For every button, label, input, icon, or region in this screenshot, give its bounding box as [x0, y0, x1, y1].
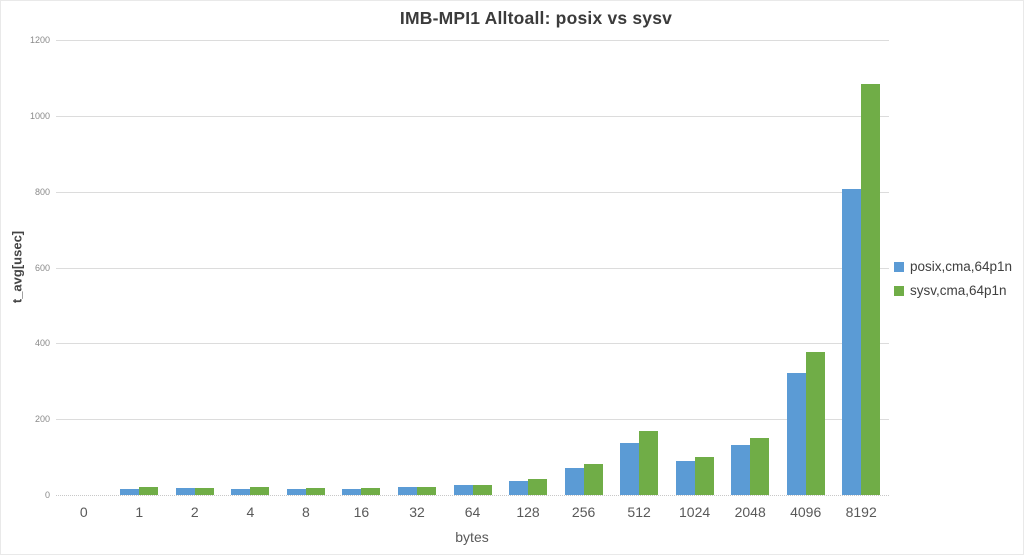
x-tick-label-0: 0 — [79, 504, 88, 520]
plot-area: 0 200 400 600 800 1000 1200 0 1 2 4 8 16 32 64 128 256 51… — [30, 35, 889, 520]
bar-posix-1024 — [675, 461, 695, 495]
legend-label-sysv: sysv,cma,64p1n — [910, 283, 1007, 298]
y-tick-label-400: 400 — [34, 338, 50, 349]
bar-posix-32 — [398, 487, 417, 495]
legend-swatch-posix-icon — [894, 261, 904, 272]
bar-posix-2048 — [731, 445, 751, 495]
x-tick-label-16: 16 — [353, 504, 370, 520]
x-tick-label-256: 256 — [571, 504, 596, 520]
x-tick-label-8: 8 — [301, 504, 310, 520]
gridline-400 — [56, 343, 889, 345]
y-tick-label-1200: 1200 — [29, 35, 50, 45]
x-tick-label-2048: 2048 — [734, 504, 766, 520]
gridline-1200 — [56, 40, 889, 41]
bar-sysv-256 — [583, 464, 603, 495]
bar-sysv-8192 — [861, 84, 881, 495]
bar-posix-2 — [175, 488, 195, 495]
x-tick-label-2: 2 — [190, 504, 199, 520]
legend-swatch-sysv-icon — [894, 285, 904, 296]
y-tick-label-0: 0 — [44, 490, 50, 500]
bar-sysv-128 — [528, 479, 547, 495]
bar-posix-8 — [286, 489, 306, 495]
bar-posix-512 — [620, 443, 640, 495]
bar-sysv-1 — [139, 487, 159, 495]
bar-sysv-16 — [361, 488, 381, 495]
bar-posix-4 — [231, 489, 251, 495]
bar-posix-4096 — [786, 373, 806, 495]
bar-posix-8192 — [842, 189, 862, 495]
x-tick-label-64: 64 — [464, 504, 481, 520]
bar-sysv-1024 — [694, 457, 714, 495]
y-tick-label-800: 800 — [34, 186, 50, 197]
x-tick-label-512: 512 — [627, 504, 651, 520]
y-tick-label-1000: 1000 — [29, 110, 50, 121]
x-tick-label-8192: 8192 — [845, 504, 877, 520]
bar-sysv-2048 — [750, 438, 770, 495]
bar-sysv-512 — [639, 431, 659, 495]
bar-posix-128 — [509, 481, 528, 495]
x-tick-label-4: 4 — [246, 504, 255, 520]
bar-posix-64 — [453, 485, 473, 495]
y-tick-label-600: 600 — [34, 262, 50, 273]
x-tick-label-4096: 4096 — [790, 504, 822, 520]
gridline-200 — [56, 419, 889, 421]
legend-label-posix: posix,cma,64p1n — [910, 259, 1013, 274]
x-axis-title: bytes — [455, 529, 489, 545]
bar-posix-1 — [120, 489, 140, 495]
bar-sysv-4 — [250, 487, 270, 495]
gridline-0 — [56, 495, 889, 496]
bar-sysv-32 — [417, 487, 436, 495]
bar-sysv-8 — [305, 488, 325, 495]
legend-item-sysv: sysv,cma,64p1n — [894, 283, 1012, 298]
gridline-800 — [56, 191, 889, 193]
x-tick-label-32: 32 — [409, 504, 425, 520]
x-tick-label-1024: 1024 — [679, 504, 711, 520]
bar-sysv-64 — [472, 485, 492, 495]
gridline-600 — [56, 267, 889, 269]
bar-posix-16 — [342, 489, 362, 495]
y-tick-label-200: 200 — [34, 414, 50, 425]
chart-title: IMB-MPI1 Alltoall: posix vs sysv — [399, 8, 673, 28]
gridline-1000 — [56, 115, 889, 117]
bar-posix-256 — [564, 468, 584, 495]
x-tick-label-128: 128 — [516, 504, 540, 520]
bar-sysv-4096 — [805, 352, 825, 495]
bar-sysv-2 — [194, 488, 214, 495]
x-tick-label-1: 1 — [135, 504, 144, 520]
legend: posix,cma,64p1n sysv,cma,64p1n — [894, 259, 1012, 307]
legend-item-posix: posix,cma,64p1n — [894, 259, 1012, 274]
